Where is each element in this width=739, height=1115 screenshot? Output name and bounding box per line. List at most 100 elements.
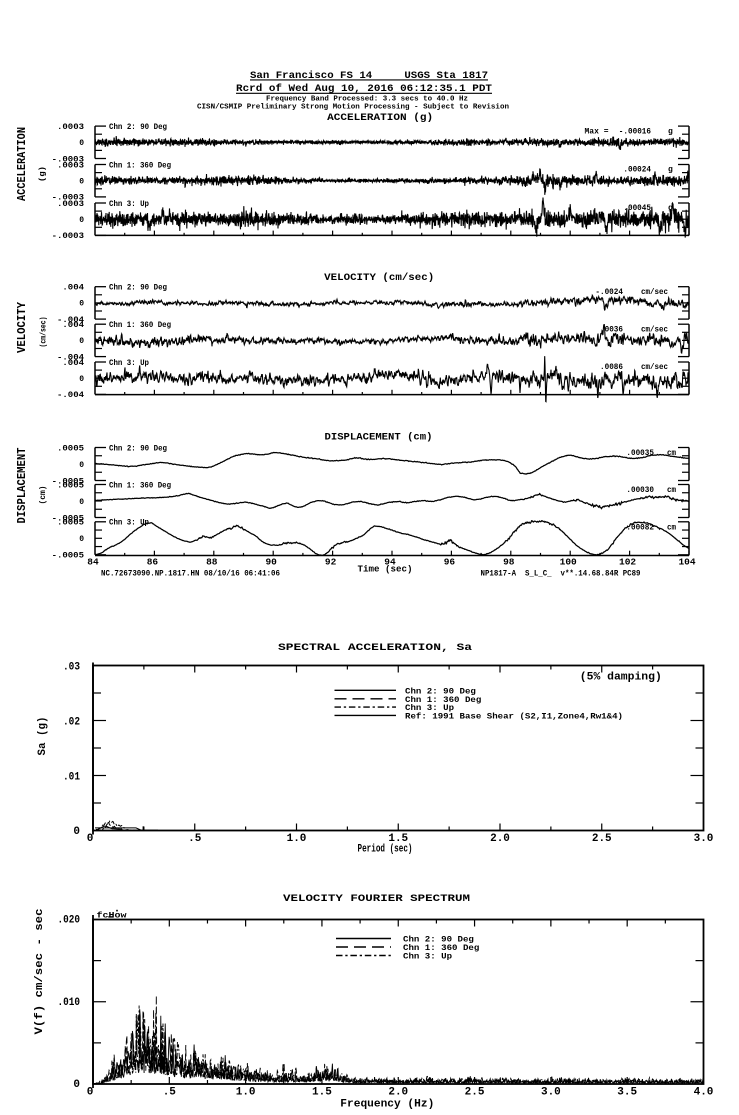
svg-text:.0036: .0036 (600, 325, 623, 334)
svg-text:.0086: .0086 (600, 363, 623, 372)
svg-text:.01: .01 (63, 771, 80, 783)
svg-text:2.5: 2.5 (592, 833, 612, 845)
svg-text:Frequency Band Processed: 3.3: Frequency Band Processed: 3.3 secs to 40… (266, 95, 468, 103)
svg-text:Ref: 1991 Base Shear (S2,I1,Zo: Ref: 1991 Base Shear (S2,I1,Zone4,Rw1&4) (405, 711, 623, 721)
svg-text:CISN/CSMIP Preliminary Strong: CISN/CSMIP Preliminary Strong Motion Pro… (197, 104, 509, 112)
svg-text:.00024: .00024 (623, 166, 651, 175)
svg-text:0: 0 (87, 1087, 94, 1099)
svg-text:.0003: .0003 (57, 161, 84, 170)
svg-text:Chn 2: 90 Deg: Chn 2: 90 Deg (109, 284, 167, 293)
svg-text:88: 88 (206, 557, 218, 568)
svg-text:0: 0 (79, 535, 84, 544)
svg-text:Chn 1: 360 Deg: Chn 1: 360 Deg (405, 695, 481, 705)
svg-text:90: 90 (265, 557, 277, 568)
svg-text:Chn 2: 90 Deg: Chn 2: 90 Deg (109, 444, 167, 453)
svg-text:2.5: 2.5 (465, 1087, 485, 1099)
svg-text:.5: .5 (163, 1087, 177, 1099)
svg-text:.0005: .0005 (57, 444, 84, 453)
svg-text:Chn 3: Up: Chn 3: Up (109, 519, 149, 528)
svg-text:0: 0 (79, 216, 84, 225)
svg-text:0: 0 (79, 461, 84, 470)
svg-text:2.0: 2.0 (490, 833, 510, 845)
svg-text:cm/sec: cm/sec (641, 288, 668, 297)
svg-text:Chn 3: Up: Chn 3: Up (109, 200, 149, 209)
svg-text:Chn 3: Up: Chn 3: Up (109, 359, 149, 368)
svg-text:ACCELERATION: ACCELERATION (15, 127, 29, 201)
svg-text:.5: .5 (188, 833, 202, 845)
svg-text:(cm): (cm) (39, 486, 48, 505)
svg-text:Frequency (Hz): Frequency (Hz) (340, 1099, 434, 1111)
svg-text:.02: .02 (63, 716, 80, 728)
svg-text:NC.72673090.NP.1817.HN 08/10/1: NC.72673090.NP.1817.HN 08/10/16 06:41:06 (101, 570, 280, 579)
svg-text:84: 84 (87, 557, 99, 568)
svg-text:86: 86 (147, 557, 159, 568)
svg-text:cm: cm (667, 523, 676, 532)
svg-text:1.0: 1.0 (287, 833, 307, 845)
svg-text:-.0003: -.0003 (52, 155, 85, 164)
svg-text:102: 102 (619, 557, 636, 568)
svg-text:-.004: -.004 (57, 353, 84, 362)
svg-text:Chn 1: 360 Deg: Chn 1: 360 Deg (109, 481, 171, 490)
svg-text:0: 0 (73, 1079, 80, 1091)
svg-text:96: 96 (444, 557, 456, 568)
svg-text:Chn 2: 90 Deg: Chn 2: 90 Deg (405, 686, 476, 696)
svg-text:VELOCITY: VELOCITY (15, 301, 29, 353)
svg-text:.00035: .00035 (626, 449, 654, 458)
svg-text:.004: .004 (62, 359, 84, 368)
svg-text:NP1817-A S_L_C_ v**.14.68.84: NP1817-A S_L_C_ v**.14.68.84R PC89 (481, 570, 641, 579)
svg-text:.004: .004 (62, 284, 84, 293)
svg-text:.020: .020 (58, 915, 81, 927)
svg-text:SPECTRAL ACCELERATION, Sa: SPECTRAL ACCELERATION, Sa (278, 642, 473, 654)
svg-text:(5% damping): (5% damping) (580, 672, 662, 684)
svg-text:0: 0 (79, 139, 84, 148)
svg-text:.0003: .0003 (57, 123, 84, 132)
svg-text:.0005: .0005 (57, 481, 84, 490)
svg-text:g: g (668, 127, 673, 136)
svg-text:-.004: -.004 (57, 316, 84, 325)
svg-text:0: 0 (79, 375, 84, 384)
svg-text:104: 104 (678, 557, 695, 568)
svg-text:g: g (668, 166, 673, 175)
svg-text:(g): (g) (39, 166, 48, 182)
svg-text:.00045: .00045 (623, 204, 651, 213)
svg-text:cm/sec: cm/sec (641, 325, 668, 334)
svg-text:-.00016: -.00016 (619, 127, 651, 136)
svg-text:0: 0 (79, 498, 84, 507)
svg-text:1.0: 1.0 (236, 1087, 256, 1099)
svg-text:cm/sec: cm/sec (641, 363, 668, 372)
svg-text:-.0005: -.0005 (52, 514, 85, 523)
svg-text:4.0: 4.0 (694, 1087, 714, 1099)
svg-text:Chn 1: 360 Deg: Chn 1: 360 Deg (109, 321, 171, 330)
svg-text:Chn 3: Up: Chn 3: Up (405, 703, 454, 713)
svg-text:-.0005: -.0005 (52, 477, 85, 486)
svg-text:0: 0 (73, 826, 80, 838)
svg-text:Chn 2: 90 Deg: Chn 2: 90 Deg (403, 935, 474, 945)
svg-text:Chn 1: 360 Deg: Chn 1: 360 Deg (403, 943, 479, 953)
svg-text:3.0: 3.0 (694, 833, 714, 845)
svg-text:Max =: Max = (585, 127, 609, 136)
svg-text:98: 98 (503, 557, 515, 568)
svg-text:0: 0 (79, 178, 84, 187)
svg-text:.0003: .0003 (57, 200, 84, 209)
svg-text:94: 94 (384, 557, 396, 568)
svg-text:VELOCITY FOURIER SPECTRUM: VELOCITY FOURIER SPECTRUM (283, 893, 470, 905)
svg-text:Time (sec): Time (sec) (358, 565, 413, 575)
svg-text:92: 92 (325, 557, 337, 568)
svg-text:-.004: -.004 (57, 391, 84, 400)
svg-text:DISPLACEMENT (cm): DISPLACEMENT (cm) (325, 432, 433, 444)
svg-text:2.0: 2.0 (388, 1087, 408, 1099)
svg-text:Rcrd of Wed Aug 10, 2016 06:12: Rcrd of Wed Aug 10, 2016 06:12:35.1 PDT (236, 83, 492, 95)
svg-text:-.0005: -.0005 (52, 552, 85, 561)
svg-text:-.0024: -.0024 (595, 288, 623, 297)
svg-text:cm: cm (667, 486, 676, 495)
svg-text:.010: .010 (58, 997, 81, 1009)
svg-text:DISPLACEMENT: DISPLACEMENT (15, 448, 29, 524)
svg-text:1.5: 1.5 (312, 1087, 332, 1099)
svg-text:VELOCITY (cm/sec): VELOCITY (cm/sec) (324, 272, 434, 284)
svg-text:Sa (g): Sa (g) (37, 717, 49, 756)
svg-text:3.0: 3.0 (541, 1087, 561, 1099)
svg-text:Chn 3: Up: Chn 3: Up (403, 952, 452, 962)
svg-text:0: 0 (87, 833, 94, 845)
svg-text:.03: .03 (63, 662, 80, 674)
svg-text:3.5: 3.5 (617, 1087, 637, 1099)
